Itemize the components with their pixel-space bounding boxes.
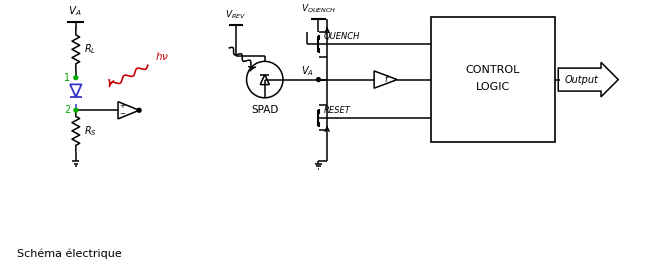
Text: $V_A$: $V_A$: [68, 4, 82, 18]
Text: $h\nu$: $h\nu$: [156, 50, 170, 62]
Text: LOGIC: LOGIC: [476, 82, 510, 92]
Text: f: f: [384, 75, 387, 84]
Text: CONTROL: CONTROL: [466, 65, 520, 75]
Text: Output: Output: [564, 75, 598, 85]
Text: $R_S$: $R_S$: [84, 124, 97, 138]
FancyBboxPatch shape: [558, 62, 618, 97]
Text: 2: 2: [64, 105, 70, 115]
Text: RESET: RESET: [323, 106, 350, 115]
Circle shape: [317, 78, 320, 81]
Text: Schéma électrique: Schéma électrique: [17, 248, 122, 259]
Text: 1: 1: [64, 73, 70, 83]
Text: $R_L$: $R_L$: [84, 42, 96, 56]
FancyBboxPatch shape: [431, 17, 556, 142]
Text: $V_A$: $V_A$: [301, 64, 314, 78]
Text: $V_{QUENCH}$: $V_{QUENCH}$: [301, 2, 336, 15]
Circle shape: [74, 108, 78, 112]
Text: −: −: [119, 111, 125, 117]
Text: $V_{REV}$: $V_{REV}$: [225, 9, 247, 21]
Text: QUENCH: QUENCH: [323, 32, 360, 41]
Text: SPAD: SPAD: [251, 105, 279, 114]
Circle shape: [74, 76, 78, 80]
Text: +: +: [119, 103, 125, 109]
Circle shape: [137, 108, 141, 112]
